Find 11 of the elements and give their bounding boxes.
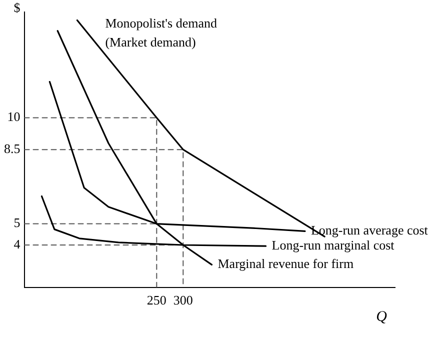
x-axis-title: Q <box>376 308 388 325</box>
y-tick-label: 10 <box>7 109 20 124</box>
annotation: Long-run marginal cost <box>272 237 395 252</box>
y-axis-title: $ <box>14 0 21 15</box>
x-tick-label: 250 <box>146 292 166 308</box>
y-tick-label: 5 <box>14 215 20 230</box>
y-tick-label: 8.5 <box>4 141 20 156</box>
y-tick-label: 4 <box>14 236 21 252</box>
x-tick-label: 300 <box>173 292 193 308</box>
annotation: Marginal revenue for firm <box>218 256 354 272</box>
annotation: Monopolist's demand (Market demand) <box>105 16 218 50</box>
